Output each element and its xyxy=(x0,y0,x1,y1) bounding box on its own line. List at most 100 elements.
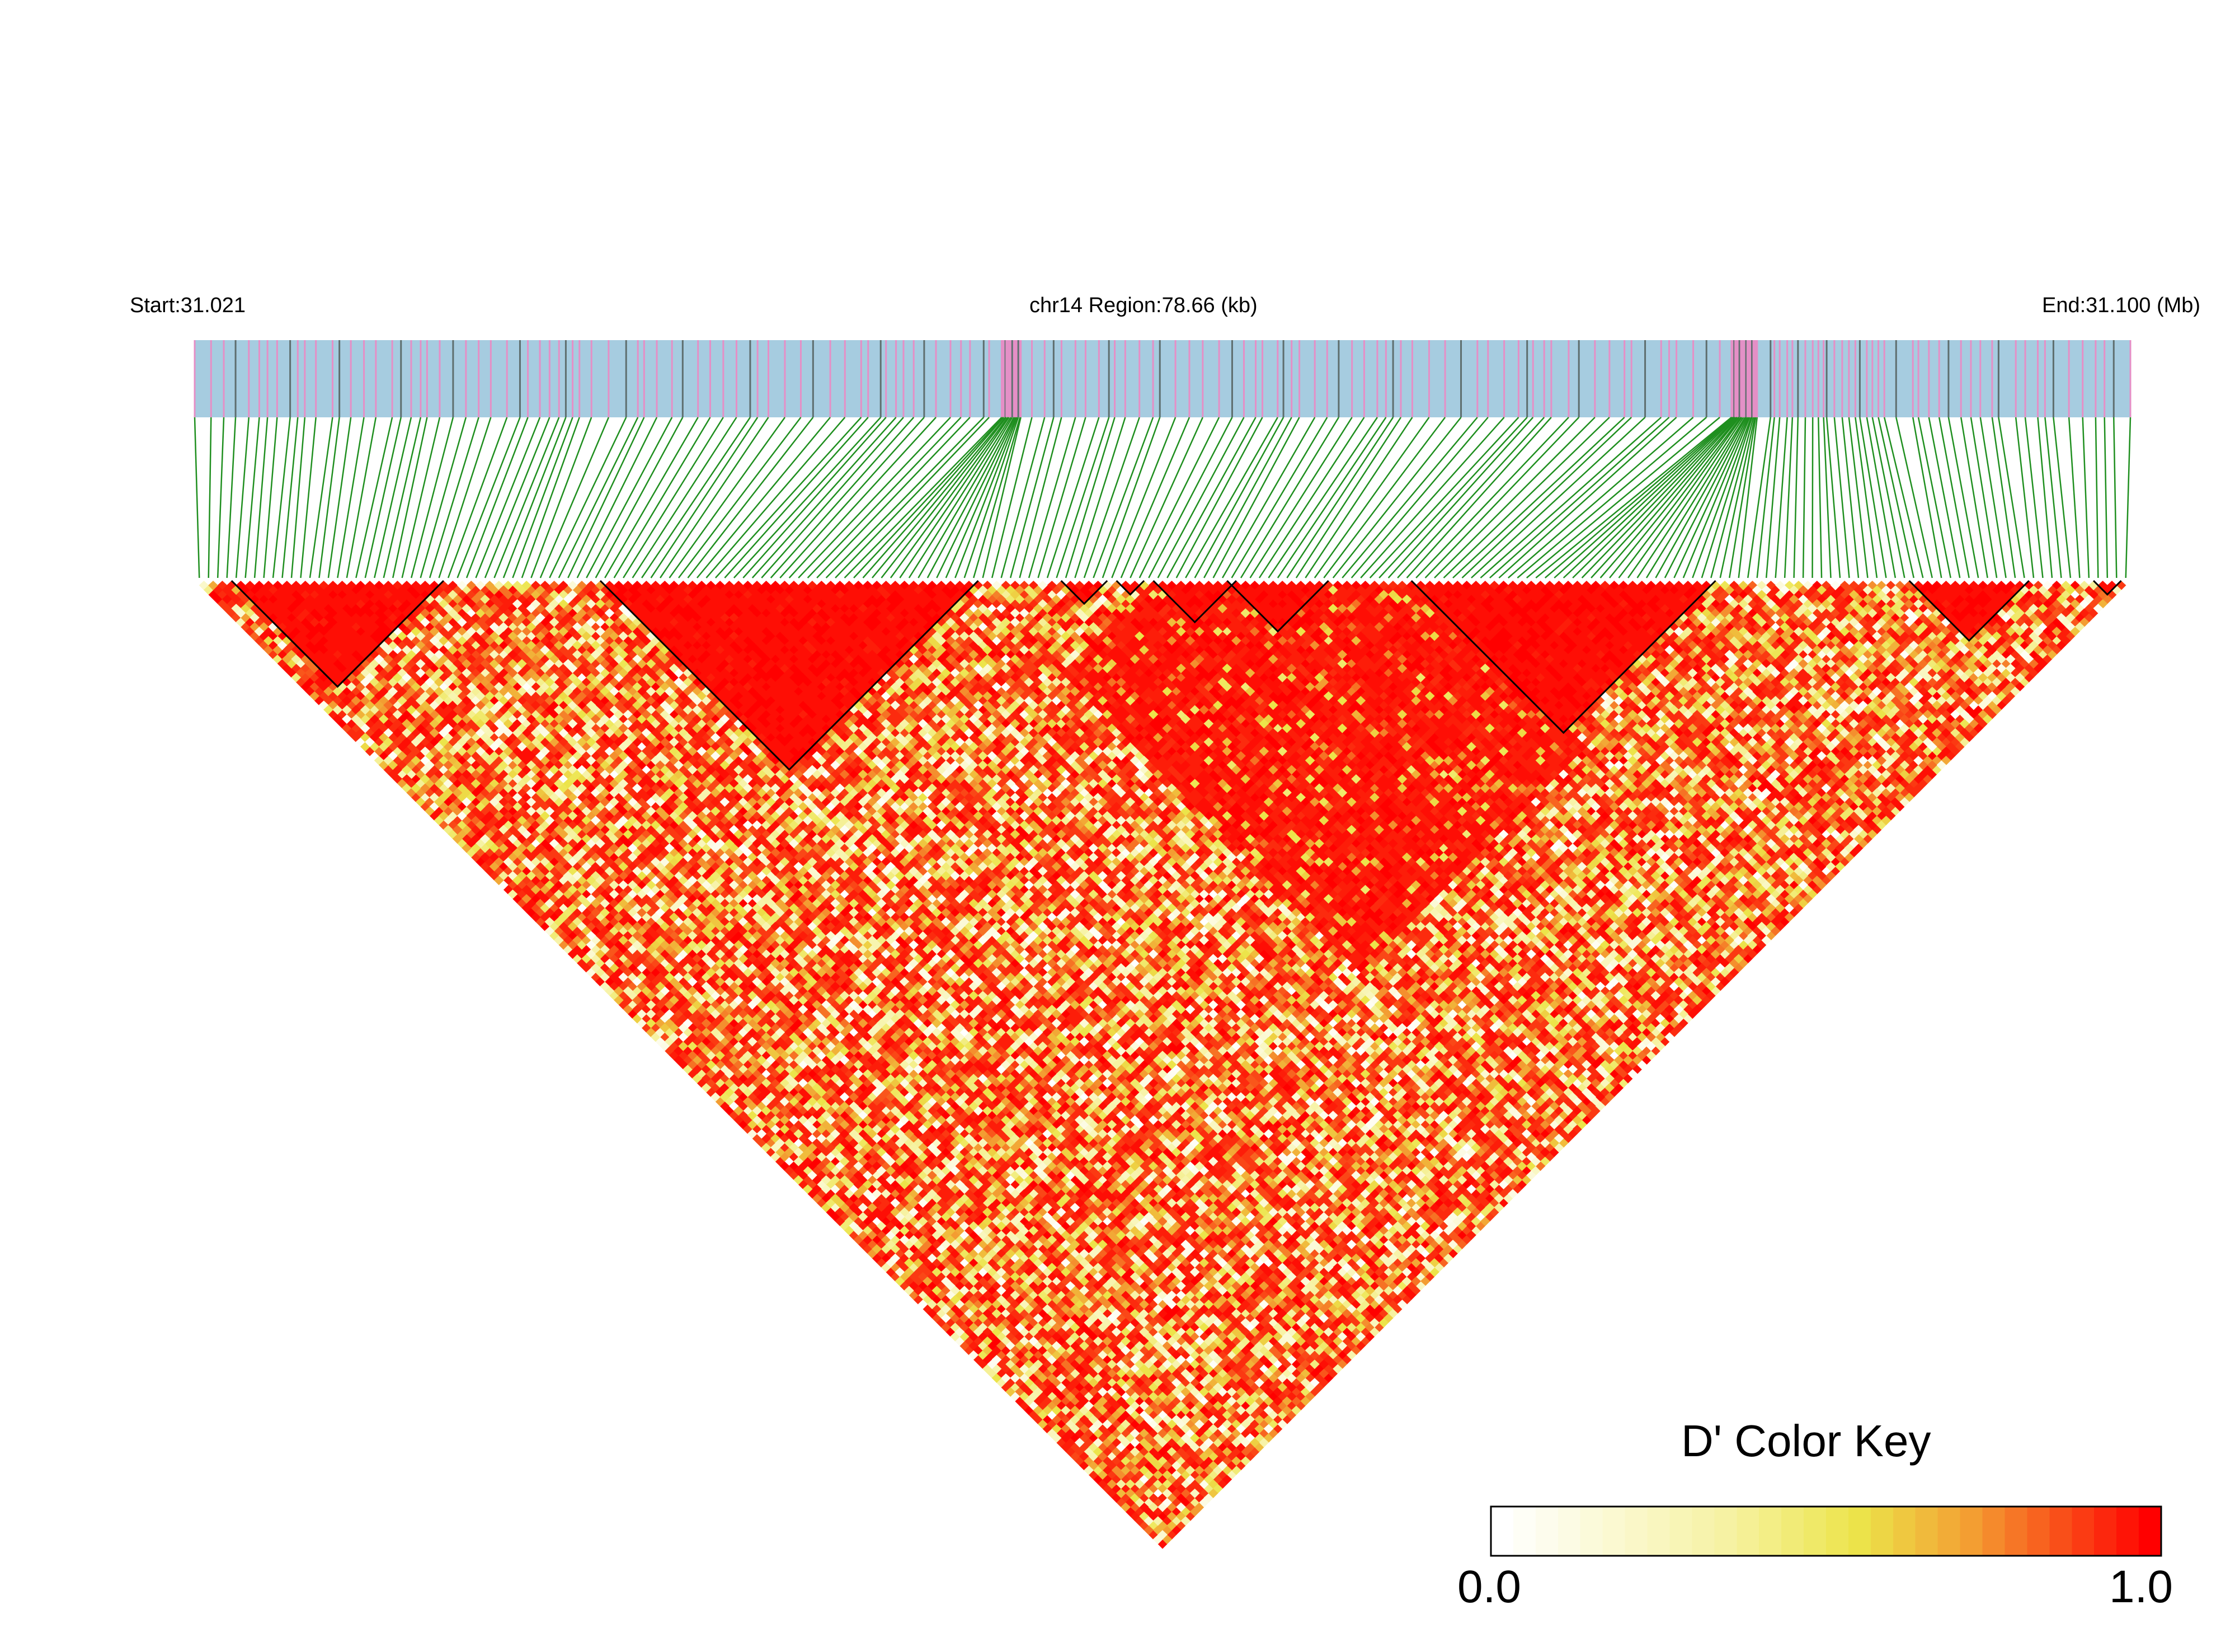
snp-connector xyxy=(1883,417,1924,578)
snp-connector xyxy=(1710,417,1754,578)
snp-connector xyxy=(742,417,887,578)
snp-connector xyxy=(1895,417,1933,578)
snp-connector xyxy=(835,417,990,578)
snp-connector xyxy=(936,417,1016,578)
snp-connector xyxy=(1138,417,1220,578)
snp-connector xyxy=(1544,417,1733,578)
snp-connector xyxy=(1009,417,1055,578)
snp-connector xyxy=(816,417,971,578)
snp-connector xyxy=(1563,417,1735,578)
snp-connector xyxy=(1268,417,1378,578)
snp-connector xyxy=(733,417,882,578)
snp-connector xyxy=(1970,417,1998,578)
snp-connector xyxy=(567,417,645,578)
snp-connector xyxy=(2037,417,2053,578)
snp-connector xyxy=(1673,417,1749,578)
snp-connector xyxy=(263,417,278,578)
snp-connector xyxy=(2015,417,2035,578)
snp-connector xyxy=(954,417,1018,578)
snp-connector xyxy=(1222,417,1316,578)
snp-connector xyxy=(2113,417,2118,578)
region-label: chr14 Region:78.66 (kb) xyxy=(1029,294,1258,317)
snp-connector xyxy=(1295,417,1402,578)
snp-connector xyxy=(761,417,904,578)
snp-connector xyxy=(853,417,1004,578)
snp-connector xyxy=(208,417,212,578)
snp-connector xyxy=(623,417,724,578)
snp-connector xyxy=(1452,417,1625,578)
snp-connector xyxy=(917,417,1013,578)
snp-connector xyxy=(530,417,592,578)
snp-connector xyxy=(807,417,962,578)
snp-track xyxy=(195,340,2130,417)
snp-connector xyxy=(973,417,1021,578)
snp-connector xyxy=(383,417,422,578)
snp-connector xyxy=(1609,417,1740,578)
snp-connector xyxy=(770,417,915,578)
snp-connector xyxy=(1917,417,1951,578)
snp-connector xyxy=(982,417,1022,578)
snp-connector xyxy=(1855,417,1878,578)
snp-connector xyxy=(1775,417,1788,578)
snp-connector xyxy=(1618,417,1742,578)
snp-connector xyxy=(678,417,802,578)
snp-connector xyxy=(1471,417,1646,578)
snp-connector xyxy=(2082,417,2090,578)
snp-connector xyxy=(1591,417,1738,578)
snp-connector xyxy=(751,417,897,578)
snp-connector xyxy=(364,417,402,578)
snp-connector xyxy=(798,417,951,578)
snp-connector xyxy=(1947,417,1979,578)
snp-connector xyxy=(465,417,529,578)
snp-connector xyxy=(1841,417,1860,578)
ld-cell-group xyxy=(217,581,2098,1540)
snp-connector xyxy=(1443,417,1610,578)
snp-connector xyxy=(346,417,377,578)
snp-connector xyxy=(1130,417,1203,578)
snp-connector xyxy=(2044,417,2062,578)
snp-connector xyxy=(1747,417,1772,578)
snp-connector xyxy=(1599,417,1739,578)
snp-connector xyxy=(1655,417,1747,578)
snp-connector xyxy=(1378,417,1528,578)
snp-connector xyxy=(660,417,769,578)
snp-connector xyxy=(318,417,340,578)
ld-cell-group xyxy=(217,581,2126,1522)
snp-connector xyxy=(1102,417,1161,578)
snp-connector xyxy=(1415,417,1569,578)
snp-connector xyxy=(1387,417,1534,578)
snp-connector xyxy=(1175,417,1263,578)
snp-connector xyxy=(576,417,658,578)
snp-connector xyxy=(632,417,737,578)
snp-connector xyxy=(1784,417,1794,578)
snp-connector xyxy=(1369,417,1519,578)
snp-connector xyxy=(290,417,306,578)
haplotype-block-outline xyxy=(1226,580,1329,633)
snp-connector xyxy=(1240,417,1339,578)
snp-connector xyxy=(484,417,550,578)
ld-heatmap-cells xyxy=(199,581,2126,1549)
snp-connector xyxy=(881,417,1007,578)
snp-connector xyxy=(1866,417,1897,578)
snp-connector xyxy=(1818,417,1823,578)
snp-connector xyxy=(1424,417,1580,578)
snp-connector xyxy=(1111,417,1177,578)
snp-connector xyxy=(1203,417,1292,578)
snp-connector xyxy=(1000,417,1046,578)
snp-connector xyxy=(862,417,1005,578)
snp-connector xyxy=(844,417,1003,578)
snp-connector xyxy=(447,417,508,578)
snp-connector xyxy=(1360,417,1505,578)
snp-connector xyxy=(1314,417,1430,578)
snp-connector xyxy=(2095,417,2099,578)
snp-connector xyxy=(1028,417,1076,578)
snp-connector xyxy=(1823,417,1832,578)
snp-connector xyxy=(1157,417,1245,578)
ld-cell-group xyxy=(231,585,1979,1531)
snp-connector xyxy=(1960,417,1988,578)
snp-connector xyxy=(235,417,250,578)
snp-connector xyxy=(355,417,393,578)
snp-connector xyxy=(1305,417,1413,578)
start-label: Start:31.021 xyxy=(130,294,246,317)
snp-connector xyxy=(438,417,492,578)
